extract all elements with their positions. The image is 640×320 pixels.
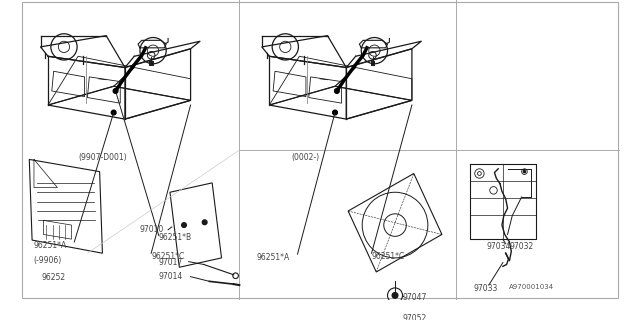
Text: 97014: 97014 xyxy=(159,272,183,281)
Text: 97010: 97010 xyxy=(139,225,163,234)
Text: A970001034: A970001034 xyxy=(509,284,554,290)
Circle shape xyxy=(202,220,207,225)
Circle shape xyxy=(392,292,398,298)
Text: (-9906): (-9906) xyxy=(33,256,61,265)
Text: 96251*A: 96251*A xyxy=(256,253,289,262)
Text: 96252: 96252 xyxy=(42,273,65,282)
Circle shape xyxy=(113,89,118,93)
Text: (9907-D001): (9907-D001) xyxy=(78,153,127,162)
Text: 96251*C: 96251*C xyxy=(372,252,405,260)
Circle shape xyxy=(111,110,116,115)
Text: (0002-): (0002-) xyxy=(292,153,320,162)
Text: 97034: 97034 xyxy=(487,242,511,251)
Circle shape xyxy=(335,89,339,93)
Text: 97047: 97047 xyxy=(403,293,427,302)
Text: 97017: 97017 xyxy=(159,258,183,267)
Text: 97032: 97032 xyxy=(509,242,534,251)
Text: 96251*A: 96251*A xyxy=(33,241,67,250)
Text: 96251*C: 96251*C xyxy=(151,252,184,260)
Circle shape xyxy=(524,171,525,173)
Text: 96251*B: 96251*B xyxy=(159,233,192,242)
Circle shape xyxy=(333,110,337,115)
Circle shape xyxy=(394,315,396,317)
Text: 97052: 97052 xyxy=(403,314,427,320)
Text: 97033: 97033 xyxy=(474,284,498,293)
Circle shape xyxy=(182,223,186,228)
